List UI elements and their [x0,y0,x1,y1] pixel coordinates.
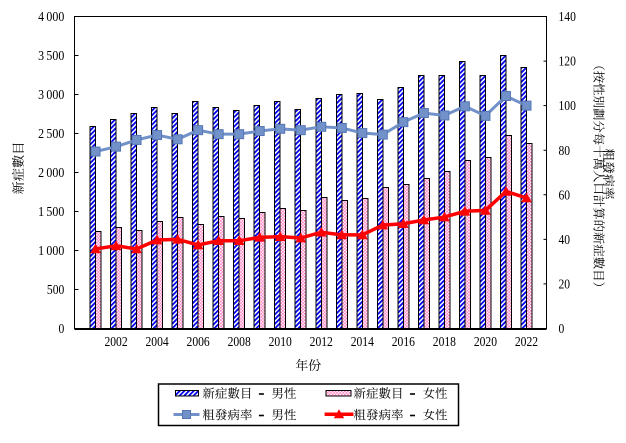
svg-text:2010: 2010 [269,335,292,350]
svg-text:4 000: 4 000 [38,10,64,25]
svg-text:2012: 2012 [310,335,333,350]
svg-text:1 000: 1 000 [38,244,64,259]
svg-text:1 500: 1 500 [38,205,64,220]
svg-text:140: 140 [559,10,576,25]
svg-text:0: 0 [59,322,65,337]
svg-text:20: 20 [559,278,571,293]
svg-text:2004: 2004 [145,335,168,350]
svg-text:500: 500 [47,283,64,298]
svg-text:0: 0 [559,322,565,337]
svg-text:2020: 2020 [474,335,497,350]
svg-text:2 000: 2 000 [38,166,64,181]
svg-text:2 500: 2 500 [38,127,64,142]
svg-text:2016: 2016 [392,335,415,350]
svg-text:2006: 2006 [187,335,210,350]
svg-text:3 500: 3 500 [38,49,64,64]
svg-text:120: 120 [559,55,576,70]
svg-text:2002: 2002 [104,335,127,350]
svg-text:2014: 2014 [351,335,374,350]
svg-text:40: 40 [559,233,571,248]
svg-text:60: 60 [559,188,571,203]
svg-text:2008: 2008 [228,335,251,350]
svg-text:80: 80 [559,144,571,159]
svg-text:100: 100 [559,99,576,114]
svg-text:3 000: 3 000 [38,88,64,103]
svg-text:2022: 2022 [515,335,538,350]
svg-text:2018: 2018 [433,335,456,350]
